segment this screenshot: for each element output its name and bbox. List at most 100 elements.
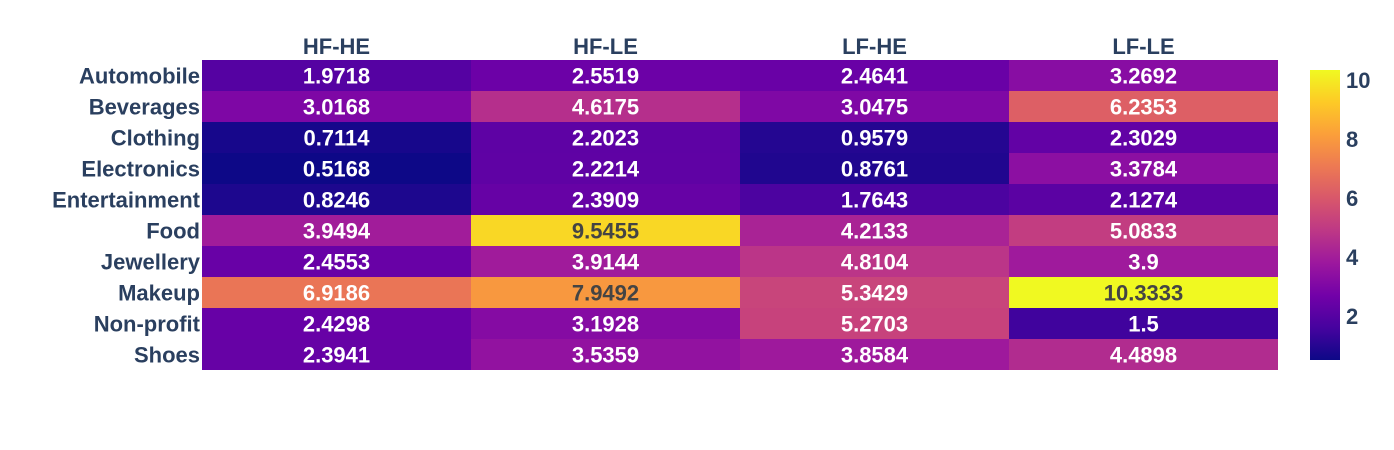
heatmap-cell bbox=[471, 60, 740, 91]
cell-value-label: 4.4898 bbox=[1110, 343, 1177, 368]
heatmap-cell bbox=[1009, 60, 1278, 91]
heatmap-cell bbox=[202, 277, 471, 308]
heatmap-cell bbox=[471, 91, 740, 122]
cell-value-label: 3.9494 bbox=[303, 219, 371, 244]
cell-value-label: 3.2692 bbox=[1110, 64, 1177, 89]
y-axis-tick-label: Non-profit bbox=[94, 312, 201, 337]
cell-value-label: 0.9579 bbox=[841, 126, 908, 151]
cell-value-label: 2.2023 bbox=[572, 126, 639, 151]
heatmap-cell bbox=[471, 277, 740, 308]
cell-value-label: 0.5168 bbox=[303, 157, 370, 182]
heatmap-cell bbox=[1009, 246, 1278, 277]
cell-value-label: 0.7114 bbox=[303, 126, 370, 151]
cell-value-label: 7.9492 bbox=[572, 281, 639, 306]
colorbar: 2 4 6 8 10 bbox=[1310, 68, 1370, 360]
colorbar-gradient bbox=[1310, 70, 1340, 360]
cell-value-label: 9.5455 bbox=[572, 219, 639, 244]
heatmap-cell bbox=[740, 184, 1009, 215]
cell-value-label: 2.1274 bbox=[1110, 188, 1178, 213]
cell-value-label: 3.9 bbox=[1128, 250, 1159, 275]
y-axis-tick-label: Makeup bbox=[118, 281, 200, 306]
y-axis-tick-labels: Automobile Beverages Clothing Electronics En… bbox=[52, 64, 201, 368]
heatmap-cell bbox=[1009, 215, 1278, 246]
heatmap-cell bbox=[740, 215, 1009, 246]
heatmap-cell bbox=[471, 308, 740, 339]
heatmap-cell bbox=[202, 122, 471, 153]
heatmap-cell bbox=[202, 246, 471, 277]
heatmap-cell bbox=[202, 184, 471, 215]
cell-value-label: 3.1928 bbox=[572, 312, 639, 337]
heatmap-cell bbox=[740, 60, 1009, 91]
x-axis-tick-label: HF-LE bbox=[573, 34, 638, 59]
y-axis-tick-label: Jewellery bbox=[101, 250, 201, 275]
y-axis-tick-label: Automobile bbox=[79, 64, 200, 89]
heatmap-cell bbox=[1009, 153, 1278, 184]
colorbar-tick-label: 2 bbox=[1346, 304, 1358, 329]
heatmap-cell bbox=[740, 339, 1009, 370]
cell-value-label: 6.9186 bbox=[303, 281, 370, 306]
heatmap-cell bbox=[202, 339, 471, 370]
cell-value-label: 2.2214 bbox=[572, 157, 640, 182]
heatmap-cell bbox=[471, 339, 740, 370]
heatmap-cell bbox=[740, 308, 1009, 339]
cell-value-label: 6.2353 bbox=[1110, 95, 1177, 120]
x-axis-tick-labels: HF-HE HF-LE LF-HE LF-LE bbox=[303, 34, 1175, 59]
cell-value-label: 2.5519 bbox=[572, 64, 639, 89]
cell-value-label: 3.3784 bbox=[1110, 157, 1178, 182]
x-axis-tick-label: LF-LE bbox=[1112, 34, 1174, 59]
heatmap-cell bbox=[740, 277, 1009, 308]
y-axis-tick-label: Food bbox=[146, 219, 200, 244]
cell-value-label: 3.9144 bbox=[572, 250, 640, 275]
heatmap-cell bbox=[471, 153, 740, 184]
cell-value-label: 3.0475 bbox=[841, 95, 908, 120]
colorbar-tick-label: 6 bbox=[1346, 186, 1358, 211]
heatmap-cell bbox=[1009, 308, 1278, 339]
y-axis-tick-label: Beverages bbox=[89, 95, 200, 120]
heatmap-cell bbox=[471, 122, 740, 153]
cell-value-label: 3.5359 bbox=[572, 343, 639, 368]
x-axis-tick-label: LF-HE bbox=[842, 34, 907, 59]
y-axis-tick-label: Shoes bbox=[134, 343, 200, 368]
cell-value-label: 0.8246 bbox=[303, 188, 370, 213]
heatmap-cell bbox=[202, 91, 471, 122]
cell-value-label: 2.3909 bbox=[572, 188, 639, 213]
colorbar-tick-label: 10 bbox=[1346, 68, 1370, 93]
heatmap-cell bbox=[202, 153, 471, 184]
cell-value-label: 2.4553 bbox=[303, 250, 370, 275]
heatmap-cell bbox=[202, 308, 471, 339]
cell-value-label: 3.8584 bbox=[841, 343, 909, 368]
heatmap-cell bbox=[202, 60, 471, 91]
cell-value-label: 4.6175 bbox=[572, 95, 639, 120]
cell-value-label: 0.8761 bbox=[841, 157, 908, 182]
cell-value-label: 2.4298 bbox=[303, 312, 370, 337]
heatmap-cell bbox=[1009, 339, 1278, 370]
heatmap-cell bbox=[1009, 277, 1278, 308]
cell-value-label: 1.9718 bbox=[303, 64, 370, 89]
heatmap-cell bbox=[1009, 184, 1278, 215]
heatmap-cell bbox=[740, 153, 1009, 184]
cell-value-label: 1.7643 bbox=[841, 188, 908, 213]
cell-value-label: 10.3333 bbox=[1104, 281, 1184, 306]
cell-value-label: 2.4641 bbox=[841, 64, 908, 89]
y-axis-tick-label: Entertainment bbox=[52, 188, 201, 213]
y-axis-tick-label: Clothing bbox=[111, 126, 200, 151]
heatmap-cell bbox=[740, 122, 1009, 153]
cell-value-label: 3.0168 bbox=[303, 95, 370, 120]
heatmap-cell bbox=[1009, 91, 1278, 122]
heatmap-cell-labels: 1.9718 2.5519 2.4641 3.2692 3.0168 4.6175 3.04… bbox=[303, 64, 1183, 368]
heatmap-cell bbox=[1009, 122, 1278, 153]
heatmap-cells bbox=[202, 60, 1278, 370]
heatmap-cell bbox=[202, 215, 471, 246]
heatmap-cell bbox=[471, 246, 740, 277]
cell-value-label: 4.2133 bbox=[841, 219, 908, 244]
colorbar-tick-label: 8 bbox=[1346, 127, 1358, 152]
heatmap-cell bbox=[471, 184, 740, 215]
heatmap-cell bbox=[740, 91, 1009, 122]
x-axis-tick-label: HF-HE bbox=[303, 34, 370, 59]
cell-value-label: 5.2703 bbox=[841, 312, 908, 337]
heatmap-cell bbox=[740, 246, 1009, 277]
cell-value-label: 5.3429 bbox=[841, 281, 908, 306]
heatmap-cell bbox=[471, 215, 740, 246]
cell-value-label: 5.0833 bbox=[1110, 219, 1177, 244]
